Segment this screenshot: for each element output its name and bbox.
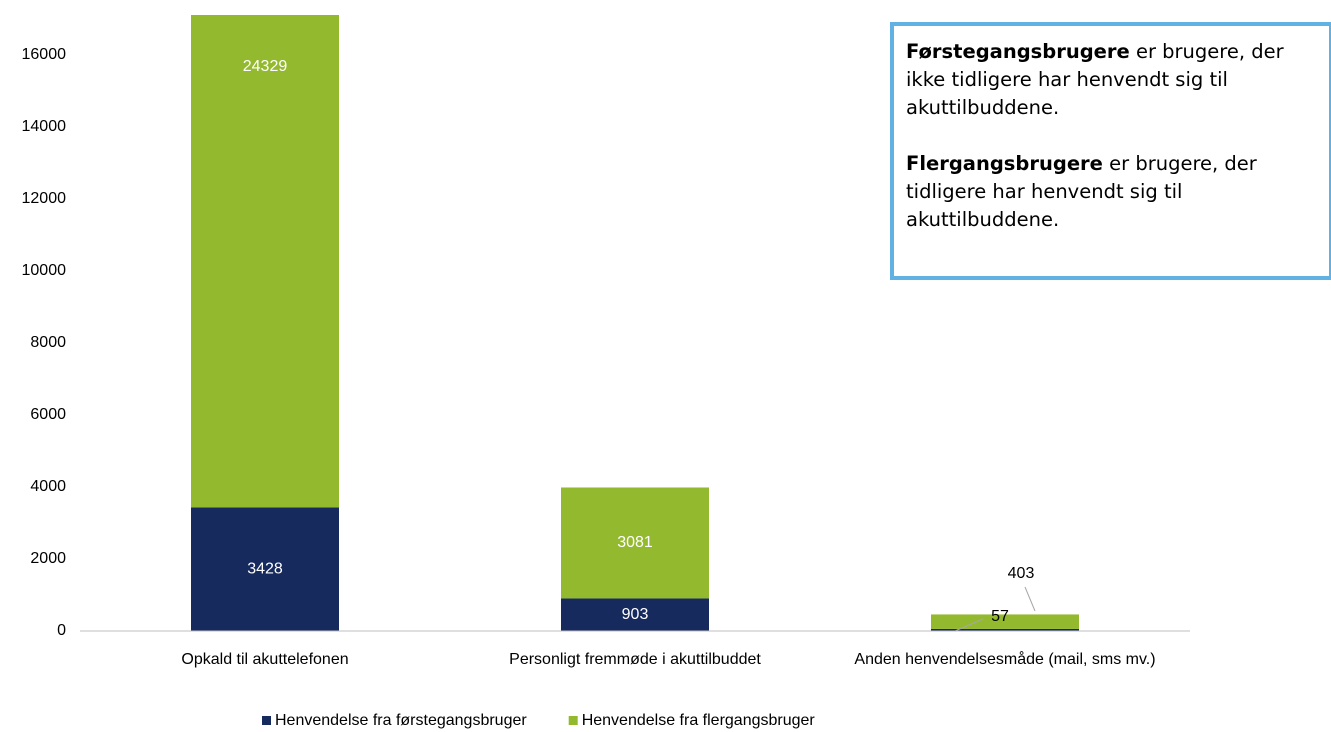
annotation: Flergangsbrugere er brugere, der tidlige… [906,150,1317,234]
data-label: 3428 [247,560,283,577]
annotation: Førstegangsbrugere er brugere, der ikke … [906,38,1317,122]
data-label: 57 [991,608,1009,625]
y-tick-label: 10000 [22,262,67,279]
data-label: 3081 [617,534,653,551]
bar-segment [191,507,339,631]
annotation-text: er brugere, der ikke tidligere har henve… [906,40,1284,119]
plot-area [191,15,1079,631]
leader-line [954,618,984,632]
y-tick-label: 8000 [30,334,66,351]
y-tick-label: 14000 [22,118,67,135]
x-tick-label: Opkald til akuttelefonen [181,651,349,668]
x-tick-label: Anden henvendelsesmåde (mail, sms mv.) [854,651,1156,668]
annotation-term: Førstegangsbrugere [906,40,1130,63]
annotation-text: er brugere, der tidligere har henvendt s… [906,152,1257,231]
bar-segment [191,15,339,508]
y-tick-label: 2000 [30,550,66,567]
y-tick-label: 6000 [30,406,66,423]
bar-segment [561,598,709,631]
legend-swatch [568,716,578,725]
data-label: 403 [1008,565,1035,582]
annotation-term: Flergangsbrugere [906,152,1103,175]
y-tick-label: 4000 [30,478,66,495]
leader-line [1024,586,1036,612]
data-label: 24329 [243,58,288,75]
legend-label: Henvendelse fra førstegangsbruger [275,712,527,729]
legend-label: Henvendelse fra flergangsbruger [582,712,816,729]
bar-segment [561,487,709,599]
y-tick-label: 12000 [22,190,67,207]
y-tick-label: 0 [57,622,66,639]
y-tick-label: 16000 [22,46,67,63]
legend-swatch [262,716,271,725]
annotation-box: Førstegangsbrugere er brugere, der ikke … [890,22,1331,280]
bar-segment [931,628,1079,631]
data-label: 903 [622,606,649,623]
x-tick-label: Personligt fremmøde i akuttilbuddet [509,651,761,668]
